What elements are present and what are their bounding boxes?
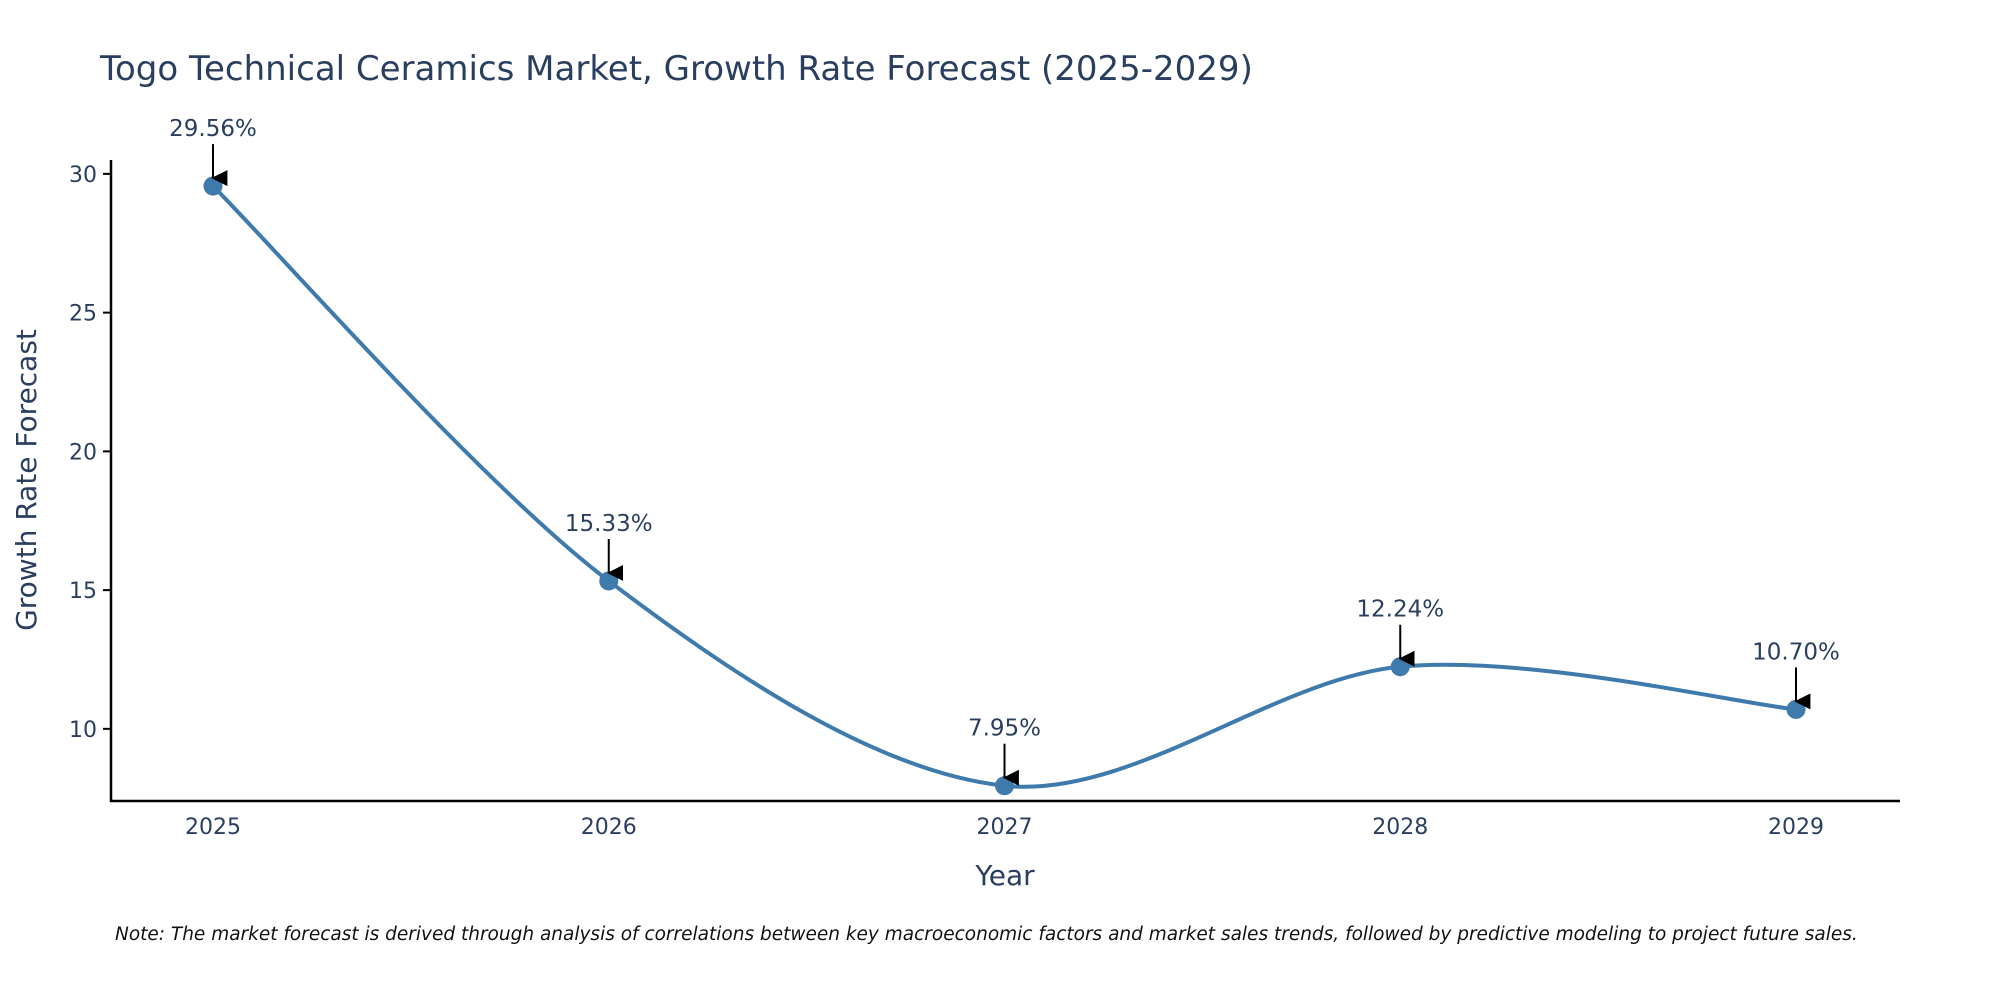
y-tick-label: 15 [69, 579, 97, 604]
series-line [211, 184, 1797, 789]
x-tick-label: 2028 [1372, 815, 1428, 840]
x-tick-label: 2027 [977, 815, 1033, 840]
y-tick-label: 25 [69, 302, 97, 327]
footnote: Note: The market forecast is derived thr… [115, 924, 1858, 945]
data-label: 15.33% [565, 511, 653, 537]
x-axis-title: Year [974, 859, 1035, 892]
data-point[interactable] [1390, 657, 1410, 677]
y-tick-label: 20 [69, 440, 97, 465]
x-tick-label: 2025 [185, 815, 241, 840]
y-tick-label: 30 [69, 163, 97, 188]
x-tick-label: 2026 [581, 815, 637, 840]
data-point[interactable] [1786, 699, 1806, 719]
data-label: 10.70% [1752, 639, 1840, 665]
data-point[interactable] [995, 776, 1014, 796]
chart-title: Togo Technical Ceramics Market, Growth R… [99, 49, 1253, 89]
data-point[interactable] [203, 176, 223, 196]
data-label: 12.24% [1356, 597, 1444, 623]
data-label: 7.95% [968, 716, 1041, 742]
data-label: 29.56% [169, 116, 257, 142]
y-axis-title: Growth Rate Forecast [10, 329, 43, 631]
x-tick-label: 2029 [1768, 815, 1824, 840]
data-point[interactable] [599, 571, 619, 591]
y-tick-label: 10 [69, 718, 97, 743]
